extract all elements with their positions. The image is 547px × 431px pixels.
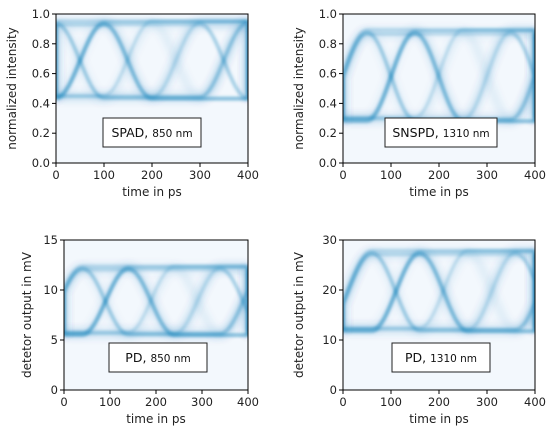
x-tick-label: 300 — [189, 168, 211, 182]
y-tick-label: 30 — [322, 233, 337, 247]
annotation-label: SPAD, — [111, 125, 148, 140]
y-tick-label: 1.0 — [319, 7, 337, 21]
y-tick-label: 20 — [322, 283, 337, 297]
y-axis-label: detetor output in mV — [20, 251, 34, 378]
panel-snspd-1310: 0 100 200 300 400 0.0 0.2 0.4 0.6 0.8 1.0 time in p… — [292, 7, 546, 199]
eye-trace — [56, 23, 248, 101]
x-tick-label: 200 — [428, 395, 450, 409]
y-tick-label: 0 — [51, 383, 58, 397]
x-tick-label: 300 — [476, 395, 498, 409]
y-axis-label: detetor output in mV — [292, 251, 306, 378]
annotation-unit: 850 nm — [152, 128, 192, 140]
annotation-unit: 1310 nm — [430, 353, 477, 365]
x-tick-label: 0 — [339, 168, 346, 182]
y-tick-label: 1.0 — [32, 7, 50, 21]
annotation-box: SNSPD, 1310 nm — [384, 117, 498, 148]
eye-trace — [343, 28, 535, 119]
annotation-box: SPAD, 850 nm — [102, 117, 202, 148]
y-tick-label: 10 — [43, 283, 58, 297]
annotation-label: SNSPD, — [392, 125, 438, 140]
annotation-frame — [102, 117, 202, 148]
x-tick-label: 300 — [476, 168, 498, 182]
y-tick-label: 0.0 — [319, 156, 337, 170]
annotation-label: PD, — [125, 350, 146, 365]
y-tick-label: 0.0 — [32, 156, 50, 170]
x-tick-label: 400 — [524, 168, 546, 182]
annotation-text: SPAD, 850 nm — [111, 125, 192, 140]
x-tick-label: 0 — [60, 395, 67, 409]
y-tick-label: 0.2 — [319, 126, 337, 140]
annotation-box: PD, 850 nm — [108, 342, 208, 373]
annotation-unit: 1310 nm — [443, 128, 490, 140]
x-tick-label: 400 — [524, 395, 546, 409]
panel-pd-1310: 0 100 200 300 400 0 10 20 30 time in ps detetor ou… — [292, 233, 546, 426]
y-tick-label: 0.6 — [319, 67, 337, 81]
y-tick-label: 10 — [322, 333, 337, 347]
x-axis-label: time in ps — [126, 412, 186, 426]
y-tick-label: 0.4 — [319, 96, 337, 110]
x-tick-label: 400 — [237, 168, 259, 182]
annotation-box: PD, 1310 nm — [391, 342, 491, 373]
x-tick-label: 200 — [428, 168, 450, 182]
x-axis-label: time in ps — [409, 185, 469, 199]
annotation-frame — [108, 342, 208, 373]
y-tick-label: 15 — [43, 233, 58, 247]
eye-traces — [56, 18, 248, 102]
x-tick-label: 100 — [99, 395, 121, 409]
y-tick-label: 0.8 — [32, 37, 50, 51]
x-tick-label: 200 — [141, 168, 163, 182]
annotation-text: PD, 1310 nm — [405, 350, 477, 365]
eye-trace — [56, 20, 248, 97]
annotation-frame — [391, 342, 491, 373]
x-tick-label: 0 — [52, 168, 59, 182]
annotation-label: PD, — [405, 350, 426, 365]
annotation-text: PD, 850 nm — [125, 350, 190, 365]
y-tick-label: 0 — [330, 383, 337, 397]
panel-pd-850: 0 100 200 300 400 0 5 10 15 time in ps detetor out… — [20, 233, 259, 426]
y-tick-label: 0.8 — [319, 37, 337, 51]
y-tick-label: 0.6 — [32, 67, 50, 81]
y-tick-label: 0.4 — [32, 96, 50, 110]
annotation-frame — [384, 117, 498, 148]
y-axis-label: normalized intensity — [5, 27, 19, 150]
panel-spad-850: 0 100 200 300 400 0.0 0.2 0.4 0.6 0.8 1.0 time in p… — [5, 7, 259, 199]
x-axis-label: time in ps — [122, 185, 182, 199]
x-tick-label: 400 — [237, 395, 259, 409]
x-tick-label: 0 — [339, 395, 346, 409]
x-axis-label: time in ps — [409, 412, 469, 426]
annotation-unit: 850 nm — [150, 353, 190, 365]
x-tick-label: 100 — [380, 395, 402, 409]
eye-traces — [343, 247, 535, 335]
eye-trace — [64, 265, 248, 334]
annotation-text: SNSPD, 1310 nm — [392, 125, 489, 140]
x-tick-label: 100 — [380, 168, 402, 182]
y-axis-label: normalized intensity — [292, 27, 306, 150]
y-tick-label: 5 — [51, 333, 58, 347]
x-tick-label: 200 — [145, 395, 167, 409]
eye-trace — [343, 249, 535, 329]
x-tick-label: 100 — [93, 168, 115, 182]
x-tick-label: 300 — [191, 395, 213, 409]
y-tick-label: 0.2 — [32, 126, 50, 140]
eye-traces — [64, 263, 248, 339]
